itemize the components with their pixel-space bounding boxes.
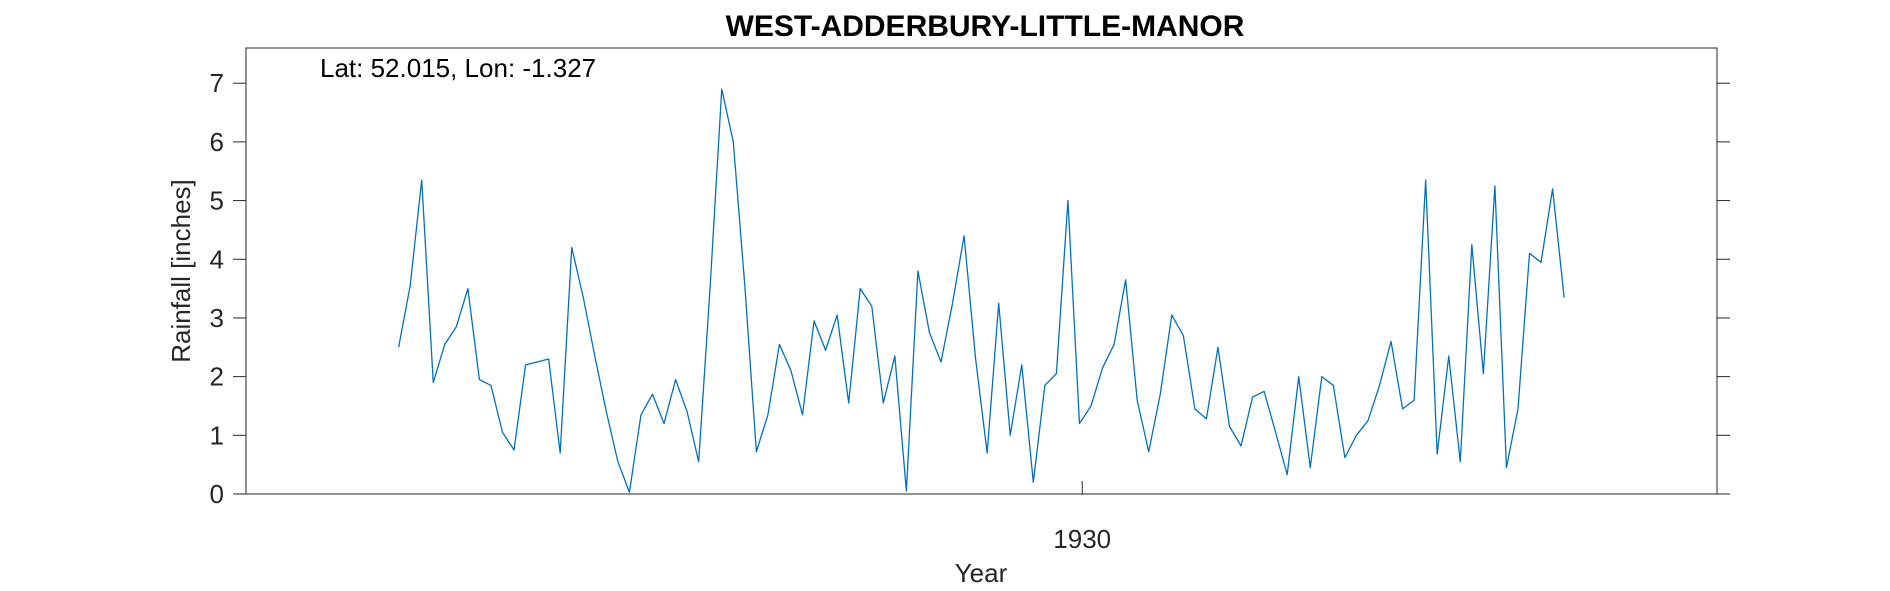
y-tick-label: 1: [210, 420, 224, 450]
y-axis-label: Rainfall [inches]: [166, 179, 196, 363]
plot-area-frame: [245, 47, 1718, 495]
y-tick-label: 2: [210, 362, 224, 392]
series-layer: [398, 88, 1565, 493]
y-tick-label: 4: [210, 244, 224, 274]
y-tick-label: 7: [210, 68, 224, 98]
x-axis: 1930: [1053, 481, 1111, 554]
location-annotation: Lat: 52.015, Lon: -1.327: [320, 53, 596, 83]
x-axis-label: Year: [955, 558, 1008, 588]
chart-title: WEST-ADDERBURY-LITTLE-MANOR: [726, 10, 1245, 43]
y-tick-label: 0: [210, 479, 224, 509]
y-tick-label: 3: [210, 303, 224, 333]
y-axis: 0 1 2 3 4 5 6 7: [210, 68, 1730, 509]
x-tick-label: 1930: [1053, 524, 1111, 554]
y-tick-label: 6: [210, 127, 224, 157]
rainfall-series-line: [398, 88, 1565, 493]
y-tick-label: 5: [210, 186, 224, 216]
